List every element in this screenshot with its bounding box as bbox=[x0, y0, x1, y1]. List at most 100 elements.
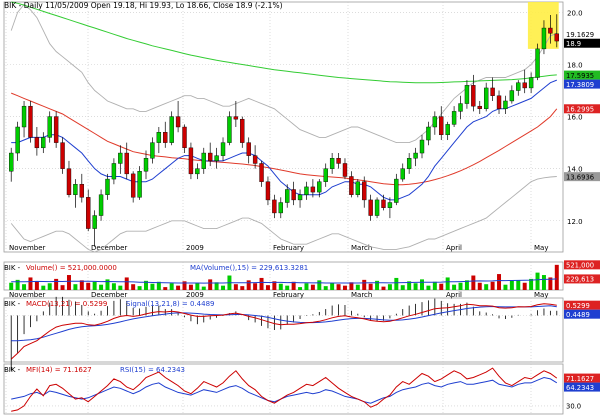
candle-body bbox=[182, 126, 187, 149]
volume-bar bbox=[278, 283, 283, 290]
price-tag-label: 16.2995 bbox=[566, 106, 594, 114]
volume-bar bbox=[47, 283, 52, 290]
candle-body bbox=[195, 168, 200, 175]
volume-label: Volume() = 521,000.0000 bbox=[26, 264, 117, 272]
osc-tag-label: 30.0 bbox=[566, 403, 581, 411]
price-tag-box bbox=[564, 29, 600, 39]
volume-bar bbox=[208, 279, 213, 290]
candle-body bbox=[291, 189, 296, 201]
volume-bar bbox=[15, 279, 20, 290]
volume-bar bbox=[368, 283, 373, 290]
candle-body bbox=[9, 152, 14, 172]
volume-bar bbox=[477, 282, 482, 290]
volume-bar bbox=[41, 285, 46, 290]
volume-bar bbox=[28, 277, 33, 290]
panel-frame-macd bbox=[3, 297, 564, 363]
candle-body bbox=[464, 85, 470, 104]
volume-bar bbox=[111, 283, 116, 290]
candle-body bbox=[522, 82, 527, 89]
volume-bar bbox=[265, 285, 270, 290]
candle-body bbox=[60, 142, 65, 169]
x-tick-label: 2009 bbox=[186, 244, 204, 252]
candle-body bbox=[355, 181, 361, 195]
candle-body bbox=[15, 126, 20, 154]
volume-bar bbox=[503, 284, 508, 290]
macd-panel bbox=[4, 296, 563, 371]
candle-body bbox=[207, 152, 213, 162]
volume-bar bbox=[420, 279, 424, 290]
macd-label: MACD(13,21) = 0.5299 bbox=[26, 300, 107, 308]
candle-body bbox=[278, 202, 283, 214]
volume-bar bbox=[92, 281, 97, 290]
volume-bar bbox=[535, 272, 540, 290]
macd-tag-box bbox=[564, 309, 600, 319]
volume-bar bbox=[233, 284, 238, 290]
volume-bar bbox=[381, 286, 386, 290]
candle-body bbox=[323, 168, 328, 182]
ma-long-line bbox=[11, 1, 557, 84]
volume-tag-box bbox=[564, 260, 600, 270]
candle-body bbox=[336, 158, 341, 164]
volume-bar bbox=[355, 284, 360, 290]
candle-body bbox=[413, 152, 418, 159]
volume-bar bbox=[253, 283, 258, 290]
volume-bar bbox=[176, 285, 181, 290]
macd-tag-label: 0.5299 bbox=[566, 302, 590, 310]
candle-body bbox=[554, 33, 559, 42]
volume-bar bbox=[246, 280, 251, 290]
candle-body bbox=[92, 215, 97, 229]
volume-tag-box bbox=[564, 274, 600, 284]
candle-body bbox=[406, 158, 412, 169]
volume-bar bbox=[541, 275, 546, 290]
candle-body bbox=[272, 199, 277, 214]
candle-body bbox=[516, 82, 521, 91]
macd-signal-line bbox=[11, 305, 557, 342]
candle-body bbox=[156, 132, 162, 143]
x-tick-label: February bbox=[273, 244, 304, 252]
macd-line bbox=[10, 303, 557, 360]
price-panel: 12.0 14.0 16.0 18.0 20.0 bbox=[4, 1, 583, 253]
candle-body bbox=[143, 158, 149, 172]
candle-body bbox=[265, 181, 271, 201]
candle-body bbox=[317, 181, 322, 193]
volume-bar bbox=[554, 264, 559, 290]
volume-bar bbox=[150, 283, 155, 290]
volume-ma-line bbox=[11, 278, 557, 284]
volume-bar bbox=[201, 286, 206, 290]
candle-body bbox=[304, 186, 309, 195]
price-tag-label: 19.1629 bbox=[566, 31, 594, 39]
volume-bar bbox=[458, 282, 463, 290]
panel-frame-price bbox=[3, 1, 564, 253]
volume-bar bbox=[195, 282, 200, 290]
candle-body bbox=[483, 87, 489, 109]
band-lower-line bbox=[10, 176, 557, 253]
osc-tag-label: 71.1627 bbox=[566, 375, 594, 383]
candle-body bbox=[28, 105, 33, 138]
y-tick-label: 12.0 bbox=[567, 218, 583, 226]
x-tick-label: April bbox=[446, 291, 462, 299]
price-tag-label: 18.9 bbox=[566, 40, 581, 48]
volume-bar bbox=[79, 280, 84, 290]
volume-bar bbox=[471, 275, 476, 290]
candle-body bbox=[34, 137, 40, 149]
x-tick-label: February bbox=[273, 291, 304, 299]
osc-tag-box bbox=[564, 382, 600, 392]
volume-bar bbox=[317, 280, 322, 290]
volume-bar bbox=[144, 280, 148, 290]
volume-bar bbox=[529, 278, 534, 290]
volume-bar bbox=[362, 279, 367, 290]
x-tick-label: May bbox=[534, 244, 548, 252]
x-tick-label: May bbox=[534, 291, 548, 299]
volume-bar bbox=[73, 284, 78, 290]
volume-tag-label: 229,613 bbox=[566, 276, 594, 284]
volume-bar bbox=[259, 277, 264, 290]
price-tag-box bbox=[564, 79, 600, 89]
candle-body bbox=[150, 142, 155, 159]
volume-bar bbox=[105, 279, 110, 290]
volume-bar bbox=[445, 277, 450, 290]
macd-tag-box bbox=[564, 300, 600, 310]
mfi-label: MFI(14) = 71.1627 bbox=[26, 366, 92, 374]
oscillator-panel bbox=[4, 367, 563, 412]
volume-bar bbox=[516, 280, 521, 290]
